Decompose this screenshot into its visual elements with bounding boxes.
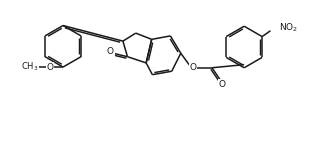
Text: NO$_2$: NO$_2$ bbox=[279, 21, 298, 34]
Text: O: O bbox=[190, 63, 197, 72]
Text: O: O bbox=[46, 63, 53, 72]
Text: CH$_3$: CH$_3$ bbox=[21, 61, 38, 73]
Text: O: O bbox=[107, 47, 114, 56]
Text: O: O bbox=[219, 80, 226, 89]
